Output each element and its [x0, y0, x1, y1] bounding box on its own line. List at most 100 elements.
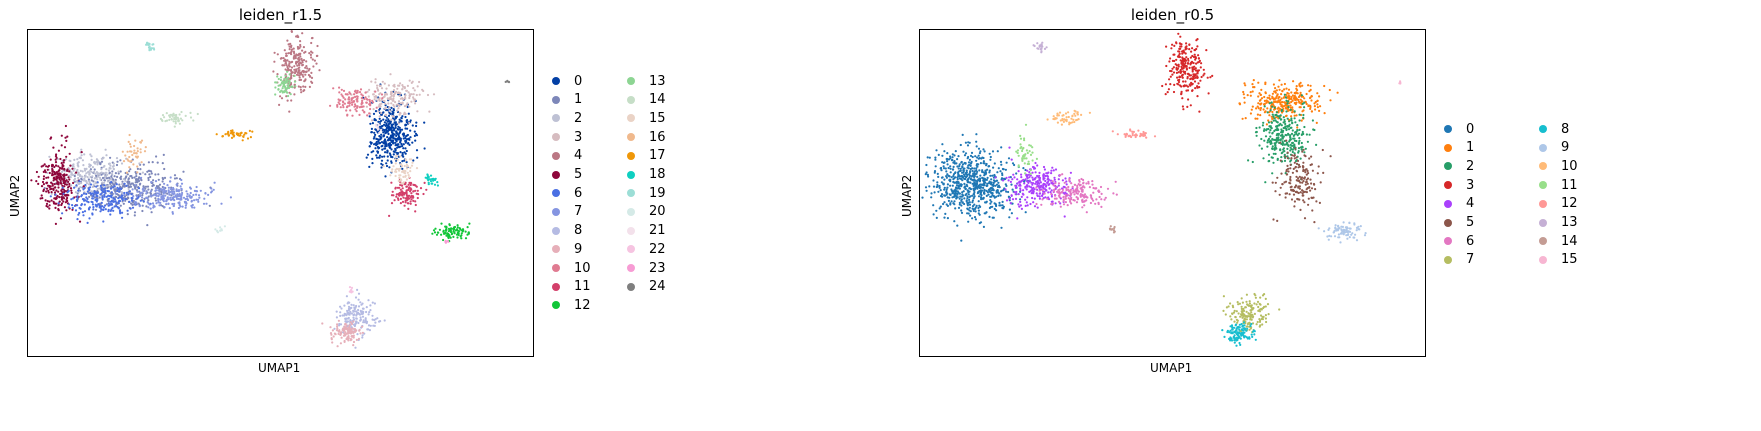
data-point [179, 117, 182, 120]
data-point [298, 53, 301, 56]
data-point [1008, 216, 1011, 219]
data-point [1291, 141, 1294, 144]
data-point [126, 150, 129, 153]
data-point [60, 144, 63, 147]
data-point [415, 192, 418, 195]
data-point [173, 174, 177, 177]
data-point [219, 226, 222, 229]
data-point [1015, 190, 1018, 194]
data-point [1050, 189, 1053, 192]
data-point [968, 174, 972, 177]
data-point [1262, 108, 1265, 111]
data-point [53, 165, 56, 169]
data-point [356, 91, 359, 94]
data-point [932, 204, 935, 207]
data-point [310, 41, 313, 45]
data-point [394, 144, 397, 147]
data-point [288, 45, 291, 48]
data-point [48, 200, 51, 203]
data-point [1272, 115, 1275, 118]
data-point [370, 127, 373, 130]
data-point [108, 178, 111, 181]
data-point [388, 122, 391, 125]
data-point [165, 203, 168, 206]
data-point [114, 172, 117, 175]
data-point [982, 225, 985, 228]
data-point [344, 326, 347, 329]
data-point [390, 106, 393, 109]
data-point [973, 175, 976, 178]
data-point [1049, 179, 1052, 182]
data-point [1290, 100, 1293, 104]
data-point [142, 189, 145, 193]
data-point [157, 197, 160, 200]
data-point [97, 203, 100, 206]
data-point [99, 210, 102, 213]
data-point [125, 175, 128, 178]
data-point [986, 176, 989, 179]
data-point [65, 139, 68, 142]
data-point [294, 54, 297, 57]
data-point [157, 173, 160, 176]
data-point [141, 209, 144, 213]
data-point [136, 165, 139, 168]
data-point [1307, 84, 1310, 87]
data-point [936, 172, 939, 175]
data-point [126, 180, 129, 183]
data-point [1177, 65, 1180, 68]
data-point [397, 143, 400, 146]
data-point [151, 161, 154, 164]
data-point [63, 181, 66, 184]
data-point [64, 124, 67, 128]
data-point [410, 164, 414, 167]
data-point [383, 100, 386, 103]
data-point [156, 161, 159, 164]
data-point [162, 197, 165, 200]
data-point [54, 164, 58, 167]
data-point [384, 175, 387, 178]
data-point [45, 181, 49, 184]
data-point [452, 228, 455, 231]
data-point [169, 198, 172, 201]
data-point [392, 103, 395, 107]
data-point [953, 192, 956, 195]
legend-label: 9 [574, 241, 583, 257]
data-point [402, 175, 405, 178]
data-point [169, 180, 172, 183]
cluster-19 [145, 41, 156, 52]
data-point [440, 233, 443, 236]
data-point [384, 147, 387, 150]
data-point [963, 186, 966, 189]
data-point [401, 153, 404, 156]
data-point [361, 315, 365, 318]
data-point [381, 155, 384, 158]
legend-item-24: 24 [627, 278, 666, 296]
data-point [1296, 89, 1299, 92]
data-point [1196, 38, 1199, 41]
data-point [302, 85, 305, 88]
data-point [1313, 105, 1316, 108]
data-point [153, 205, 156, 208]
data-point [96, 178, 99, 181]
data-point [118, 210, 122, 213]
data-point [385, 142, 388, 145]
data-point [384, 124, 387, 127]
data-point [938, 207, 941, 210]
data-point [1303, 151, 1306, 154]
data-point [50, 192, 53, 195]
data-point [1180, 43, 1183, 46]
legend-item-11: 11 [552, 278, 591, 296]
data-point [352, 330, 355, 333]
data-point [385, 119, 388, 122]
data-point [975, 159, 978, 162]
data-point [395, 103, 398, 106]
data-point [963, 202, 966, 206]
data-point [123, 182, 126, 185]
data-point [281, 91, 284, 94]
data-point [949, 171, 952, 174]
data-point [392, 165, 395, 168]
data-point [380, 166, 383, 169]
data-point [104, 171, 107, 174]
data-point [397, 122, 400, 125]
data-point [1007, 190, 1010, 194]
